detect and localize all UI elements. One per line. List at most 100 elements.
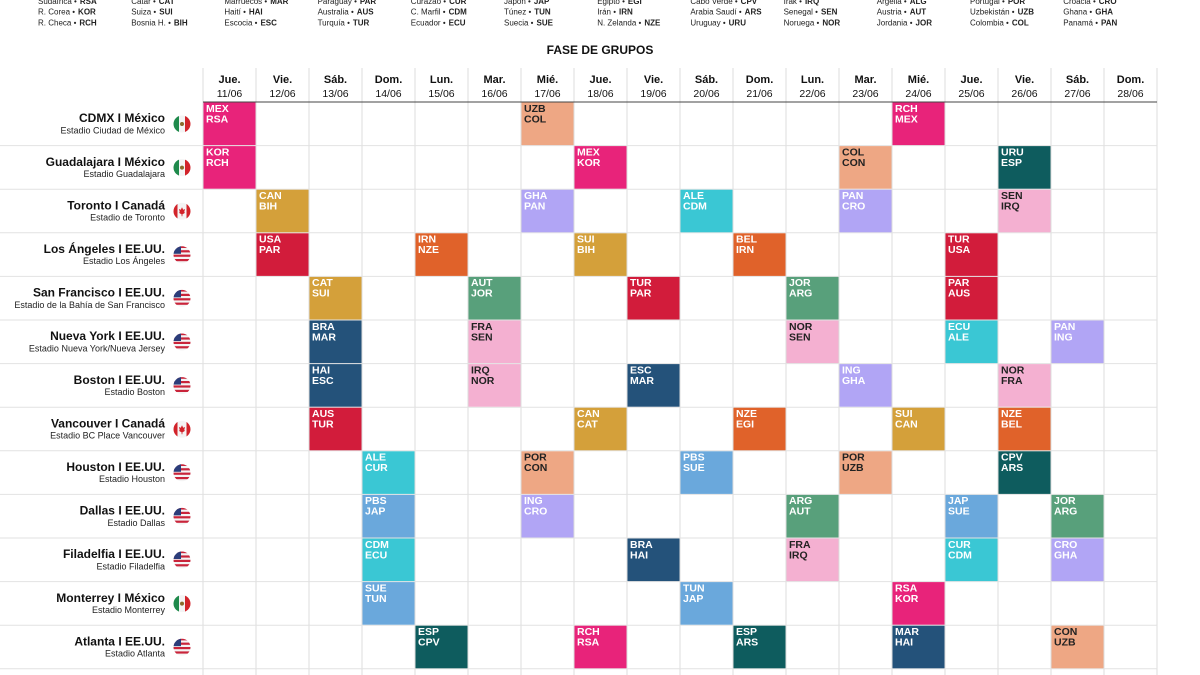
match-cell bbox=[839, 189, 892, 233]
team-name: Escocia • bbox=[224, 19, 257, 28]
day-name: Sáb. bbox=[324, 74, 347, 86]
venue-stadium: Estadio Los Ángeles bbox=[83, 256, 166, 266]
match-team: RCH bbox=[206, 157, 229, 169]
venue-city: San Francisco I EE.UU. bbox=[33, 286, 165, 300]
match-team: ING bbox=[524, 495, 543, 507]
match-team: IRQ bbox=[471, 364, 490, 376]
match-cell bbox=[574, 625, 627, 669]
match-team: ESP bbox=[418, 626, 439, 638]
team-code: SUI bbox=[159, 8, 172, 17]
day-date: 18/06 bbox=[587, 88, 613, 100]
team-name: Austria • bbox=[877, 8, 907, 17]
match-team: HAI bbox=[630, 549, 648, 561]
match-team: JOR bbox=[789, 277, 811, 289]
team-entry: Argelia • ALG bbox=[877, 0, 927, 6]
match-team: UZB bbox=[1054, 636, 1076, 648]
match-team: IRQ bbox=[1001, 200, 1020, 212]
team-entry: Uzbekistán • UZB bbox=[970, 8, 1034, 17]
venue-city: CDMX I México bbox=[79, 111, 165, 125]
team-entry: Suecia • SUE bbox=[504, 19, 554, 28]
team-entry: Ghana • GHA bbox=[1063, 8, 1113, 17]
match-team: HAI bbox=[312, 364, 330, 376]
match-team: NOR bbox=[471, 375, 495, 387]
team-name: Irak • bbox=[784, 0, 803, 6]
team-name: Suecia • bbox=[504, 19, 534, 28]
match-team: NOR bbox=[1001, 364, 1025, 376]
match-team: ALE bbox=[683, 190, 704, 202]
match-team: JAP bbox=[365, 506, 385, 518]
match-cell bbox=[998, 146, 1051, 189]
match-cell bbox=[839, 146, 892, 189]
match-team: NOR bbox=[789, 321, 813, 333]
team-entry: Escocia • ESC bbox=[224, 19, 277, 28]
match-team: NZE bbox=[736, 408, 757, 420]
team-entry: Irán • IRN bbox=[597, 8, 633, 17]
day-date: 12/06 bbox=[269, 88, 295, 100]
match-team: FRA bbox=[789, 539, 811, 551]
team-code: CUR bbox=[449, 0, 467, 6]
match-team: ESC bbox=[312, 375, 334, 387]
team-name: Colombia • bbox=[970, 19, 1009, 28]
team-entry: Austria • AUT bbox=[877, 8, 926, 17]
team-entry: R. Checa • RCH bbox=[38, 19, 97, 28]
match-team: NZE bbox=[1001, 408, 1022, 420]
match-cell bbox=[998, 364, 1051, 407]
match-cell bbox=[945, 320, 998, 364]
match-team: ECU bbox=[948, 321, 970, 333]
match-team: SEN bbox=[789, 331, 811, 343]
venue-city: Filadelfia I EE.UU. bbox=[63, 547, 165, 561]
match-cell bbox=[309, 276, 362, 320]
day-date: 20/06 bbox=[693, 88, 719, 100]
match-team: CPV bbox=[1001, 452, 1023, 464]
match-team: AUT bbox=[471, 277, 493, 289]
day-date: 17/06 bbox=[534, 88, 560, 100]
match-team: BEL bbox=[736, 234, 758, 246]
match-team: USA bbox=[259, 234, 282, 246]
match-cell bbox=[892, 407, 945, 451]
venue-stadium: Estadio Atlanta bbox=[105, 649, 165, 659]
match-team: RSA bbox=[577, 636, 600, 648]
match-team: JOR bbox=[1054, 495, 1076, 507]
match-cell bbox=[521, 102, 574, 146]
match-team: SEN bbox=[1001, 190, 1023, 202]
match-team: UZB bbox=[524, 103, 546, 115]
match-team: CDM bbox=[948, 549, 972, 561]
team-name: Arabia Saudí • bbox=[690, 8, 741, 17]
team-name: Ghana • bbox=[1063, 8, 1092, 17]
team-code: PAN bbox=[1101, 19, 1118, 28]
match-cell bbox=[998, 407, 1051, 451]
match-team: CUR bbox=[365, 462, 388, 474]
match-team: GHA bbox=[842, 375, 866, 387]
section-title: FASE DE GRUPOS bbox=[547, 43, 654, 57]
day-date: 22/06 bbox=[799, 88, 825, 100]
team-code: MAR bbox=[270, 0, 288, 6]
match-team: BRA bbox=[312, 321, 335, 333]
match-team: ARG bbox=[1054, 506, 1077, 518]
team-entry: Suiza • SUI bbox=[131, 8, 172, 17]
match-team: PBS bbox=[683, 452, 705, 464]
day-date: 28/06 bbox=[1117, 88, 1143, 100]
match-team: CRO bbox=[842, 200, 865, 212]
team-name: Curazao • bbox=[411, 0, 446, 6]
flag-icon bbox=[173, 246, 191, 264]
match-team: MAR bbox=[895, 626, 919, 638]
team-name: Panamá • bbox=[1063, 19, 1098, 28]
team-entry: Arabia Saudí • ARS bbox=[690, 8, 762, 17]
venue-city: Boston I EE.UU. bbox=[74, 373, 165, 387]
team-code: ESC bbox=[260, 19, 277, 28]
team-code: IRQ bbox=[805, 0, 819, 6]
match-team: ESP bbox=[736, 626, 757, 638]
flag-icon bbox=[173, 289, 191, 307]
match-team: UZB bbox=[842, 462, 864, 474]
match-cell bbox=[468, 364, 521, 407]
match-cell bbox=[415, 625, 468, 669]
day-name: Mié. bbox=[908, 74, 929, 86]
day-date: 27/06 bbox=[1064, 88, 1090, 100]
match-cell bbox=[892, 582, 945, 625]
match-team: CPV bbox=[418, 636, 440, 648]
team-code: EGI bbox=[628, 0, 642, 6]
team-entry: Uruguay • URU bbox=[690, 19, 746, 28]
flag-icon bbox=[173, 159, 191, 177]
match-team: CON bbox=[842, 157, 865, 169]
